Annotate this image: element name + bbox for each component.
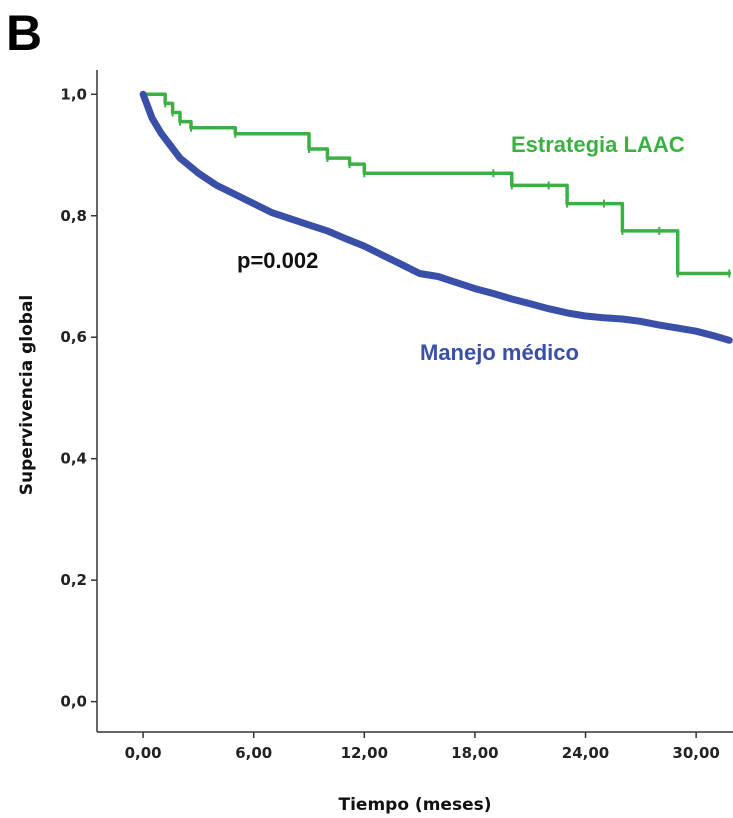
x-tick-label: 30,00 xyxy=(672,744,719,762)
x-tick-label: 6,00 xyxy=(235,744,272,762)
y-tick-label: 0,4 xyxy=(60,450,87,468)
series-line-manejo xyxy=(139,90,733,344)
y-ticks: 0,0 0,2 0,4 0,6 0,8 1,0 xyxy=(60,85,97,711)
y-tick-label: 0,6 xyxy=(60,328,87,346)
series-layer xyxy=(139,90,733,344)
y-tick-label: 0,2 xyxy=(60,571,87,589)
y-tick-label: 0,8 xyxy=(60,207,87,225)
p-value-annotation: p=0.002 xyxy=(237,248,318,273)
x-tick-label: 12,00 xyxy=(341,744,388,762)
series-line-laac xyxy=(141,92,732,276)
x-tick-label: 0,00 xyxy=(125,744,162,762)
y-tick-label: 1,0 xyxy=(60,85,87,103)
x-ticks: 0,00 6,00 12,00 18,00 24,00 30,00 xyxy=(125,732,720,762)
series-label-laac: Estrategia LAAC xyxy=(511,132,685,157)
panel-label: B xyxy=(6,5,42,61)
x-axis-label: Tiempo (meses) xyxy=(339,795,492,815)
y-axis-label: Supervivencia global xyxy=(17,295,37,496)
series-label-manejo: Manejo médico xyxy=(420,340,579,365)
y-tick-label: 0,0 xyxy=(60,693,87,711)
x-tick-label: 24,00 xyxy=(562,744,609,762)
x-tick-label: 18,00 xyxy=(451,744,498,762)
